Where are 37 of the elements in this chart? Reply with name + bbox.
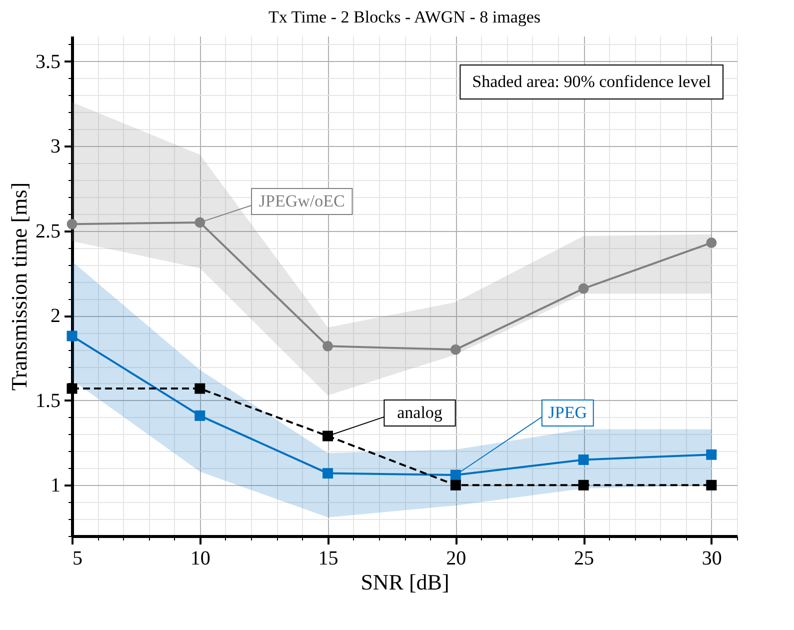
y-tick-label: 1.5 bbox=[36, 390, 60, 412]
series-label: JPEG bbox=[548, 402, 588, 422]
point bbox=[578, 283, 589, 294]
x-tick-label: 25 bbox=[574, 548, 594, 570]
x-tick-label: 5 bbox=[72, 548, 82, 570]
point bbox=[578, 480, 589, 490]
point bbox=[194, 217, 206, 228]
y-axis-title: Transmission time [ms] bbox=[6, 182, 32, 391]
point bbox=[322, 468, 334, 479]
point bbox=[450, 470, 461, 480]
point bbox=[450, 344, 461, 355]
x-axis-title: SNR [dB] bbox=[360, 570, 450, 594]
y-tick-label: 2.5 bbox=[36, 220, 60, 242]
point bbox=[706, 480, 717, 490]
point bbox=[578, 454, 589, 465]
x-tick-label: 10 bbox=[190, 548, 210, 570]
point bbox=[194, 383, 206, 394]
chart-title: Tx Time - 2 Blocks - AWGN - 8 images bbox=[268, 7, 541, 26]
point bbox=[66, 218, 78, 230]
y-tick-label: 2 bbox=[50, 305, 60, 328]
point bbox=[66, 330, 78, 342]
y-tick-label: 3.5 bbox=[36, 50, 60, 73]
point bbox=[66, 383, 78, 394]
text: JPEGw/oEC bbox=[258, 191, 345, 210]
y-tick-label: 1 bbox=[50, 474, 60, 497]
point bbox=[706, 449, 717, 460]
point bbox=[450, 480, 461, 490]
point bbox=[322, 430, 334, 442]
y-tick-label: 3 bbox=[50, 136, 60, 158]
point bbox=[706, 238, 717, 248]
point bbox=[322, 340, 334, 352]
x-tick-label: 15 bbox=[318, 548, 338, 570]
annotation: Shaded area: 90% confidence level bbox=[472, 72, 712, 91]
text: analog bbox=[397, 403, 443, 422]
x-tick-label: 20 bbox=[446, 548, 466, 570]
x-tick-label: 30 bbox=[702, 548, 722, 570]
point bbox=[194, 410, 206, 421]
